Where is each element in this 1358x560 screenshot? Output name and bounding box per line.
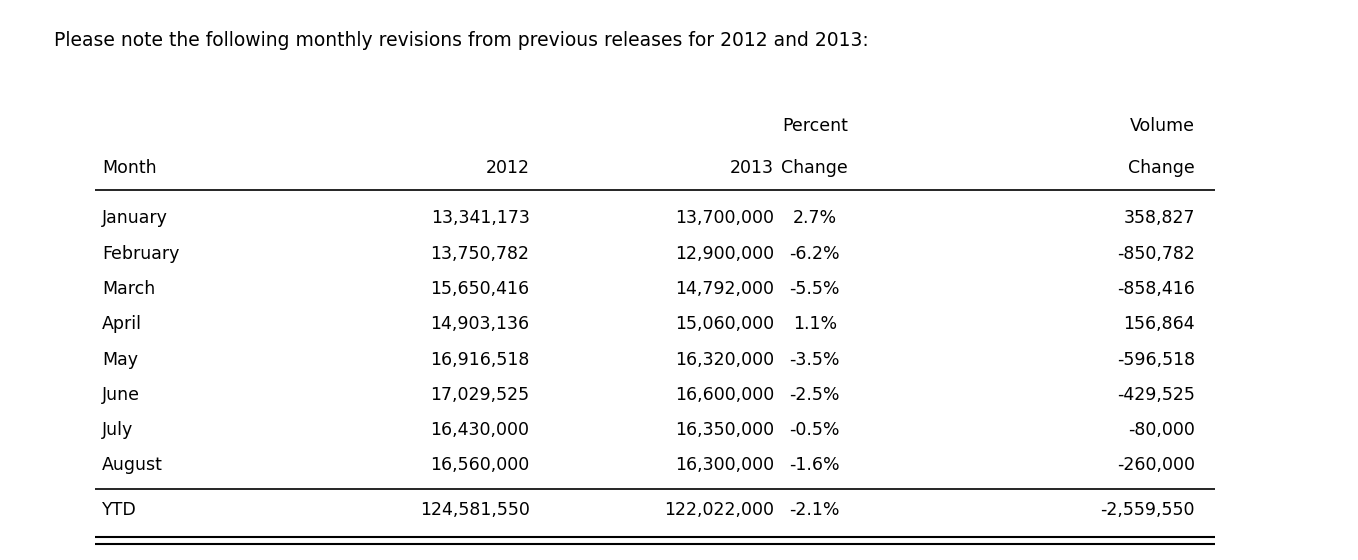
Text: YTD: YTD <box>102 501 137 519</box>
Text: 2.7%: 2.7% <box>793 209 837 227</box>
Text: -5.5%: -5.5% <box>789 280 841 298</box>
Text: -0.5%: -0.5% <box>789 421 841 439</box>
Text: 1.1%: 1.1% <box>793 315 837 333</box>
Text: 13,341,173: 13,341,173 <box>430 209 530 227</box>
Text: Please note the following monthly revisions from previous releases for 2012 and : Please note the following monthly revisi… <box>54 31 869 50</box>
Text: Percent: Percent <box>782 117 847 135</box>
Text: 15,650,416: 15,650,416 <box>430 280 530 298</box>
Text: -596,518: -596,518 <box>1116 351 1195 368</box>
Text: -80,000: -80,000 <box>1128 421 1195 439</box>
Text: 13,700,000: 13,700,000 <box>675 209 774 227</box>
Text: 156,864: 156,864 <box>1123 315 1195 333</box>
Text: 358,827: 358,827 <box>1123 209 1195 227</box>
Text: January: January <box>102 209 168 227</box>
Text: February: February <box>102 245 179 263</box>
Text: May: May <box>102 351 139 368</box>
Text: March: March <box>102 280 155 298</box>
Text: June: June <box>102 386 140 404</box>
Text: Change: Change <box>781 159 849 177</box>
Text: 16,320,000: 16,320,000 <box>675 351 774 368</box>
Text: 2012: 2012 <box>486 159 530 177</box>
Text: -850,782: -850,782 <box>1118 245 1195 263</box>
Text: 14,792,000: 14,792,000 <box>675 280 774 298</box>
Text: August: August <box>102 456 163 474</box>
Text: 16,430,000: 16,430,000 <box>430 421 530 439</box>
Text: Month: Month <box>102 159 156 177</box>
Text: -6.2%: -6.2% <box>789 245 841 263</box>
Text: July: July <box>102 421 133 439</box>
Text: -260,000: -260,000 <box>1118 456 1195 474</box>
Text: 124,581,550: 124,581,550 <box>420 501 530 519</box>
Text: Volume: Volume <box>1130 117 1195 135</box>
Text: -429,525: -429,525 <box>1118 386 1195 404</box>
Text: -858,416: -858,416 <box>1118 280 1195 298</box>
Text: -2.5%: -2.5% <box>789 386 841 404</box>
Text: 12,900,000: 12,900,000 <box>675 245 774 263</box>
Text: 14,903,136: 14,903,136 <box>430 315 530 333</box>
Text: 17,029,525: 17,029,525 <box>430 386 530 404</box>
Text: 122,022,000: 122,022,000 <box>664 501 774 519</box>
Text: 16,350,000: 16,350,000 <box>675 421 774 439</box>
Text: 16,560,000: 16,560,000 <box>430 456 530 474</box>
Text: 15,060,000: 15,060,000 <box>675 315 774 333</box>
Text: Change: Change <box>1128 159 1195 177</box>
Text: -1.6%: -1.6% <box>789 456 841 474</box>
Text: 16,916,518: 16,916,518 <box>430 351 530 368</box>
Text: April: April <box>102 315 141 333</box>
Text: 2013: 2013 <box>731 159 774 177</box>
Text: -2.1%: -2.1% <box>789 501 841 519</box>
Text: -3.5%: -3.5% <box>789 351 841 368</box>
Text: 16,600,000: 16,600,000 <box>675 386 774 404</box>
Text: 16,300,000: 16,300,000 <box>675 456 774 474</box>
Text: 13,750,782: 13,750,782 <box>430 245 530 263</box>
Text: -2,559,550: -2,559,550 <box>1100 501 1195 519</box>
